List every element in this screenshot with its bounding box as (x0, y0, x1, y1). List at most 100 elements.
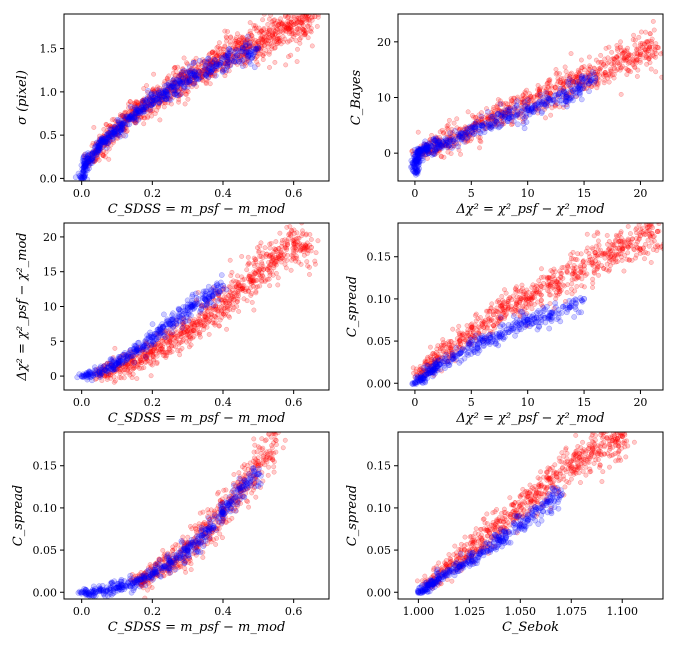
scatter-point (464, 330, 470, 336)
scatter-point (177, 72, 183, 78)
scatter-point (647, 31, 653, 37)
scatter-point (185, 82, 191, 88)
scatter-point (544, 92, 550, 98)
scatter-point (186, 344, 192, 350)
scatter-point (111, 124, 117, 130)
scatter-point (282, 237, 288, 243)
scatter-point (417, 153, 424, 160)
scatter-point (151, 88, 157, 94)
scatter-point (174, 76, 180, 82)
scatter-point (243, 52, 249, 58)
scatter-point (89, 155, 96, 162)
scatter-point (225, 64, 231, 70)
scatter-point (146, 103, 152, 109)
scatter-point (86, 159, 92, 165)
scatter-point (224, 59, 230, 65)
scatter-point (456, 131, 463, 138)
scatter-point (603, 45, 609, 51)
scatter-point (142, 115, 148, 121)
scatter-point (104, 138, 111, 145)
scatter-point (196, 68, 202, 74)
x-axis-label: C_SDSS = m_psf − m_mod (108, 411, 286, 426)
scatter-point (665, 29, 669, 33)
scatter-point (246, 49, 253, 56)
scatter-point (186, 78, 193, 85)
scatter-point (275, 282, 281, 288)
scatter-point (271, 25, 277, 31)
scatter-point (184, 76, 190, 82)
scatter-point (581, 86, 587, 92)
scatter-point (281, 23, 287, 29)
scatter-point (191, 80, 198, 87)
scatter-point (561, 283, 567, 289)
scatter-point (180, 66, 186, 72)
scatter-point (442, 141, 448, 147)
scatter-point (448, 140, 454, 146)
scatter-point (255, 45, 262, 52)
scatter-point (148, 90, 155, 97)
scatter-point (101, 136, 107, 142)
scatter-point (449, 126, 455, 132)
scatter-point (126, 113, 133, 119)
scatter-point (132, 101, 138, 107)
scatter-point (278, 28, 284, 34)
scatter-point (497, 101, 503, 107)
scatter-point (562, 96, 568, 102)
scatter-point (115, 125, 121, 132)
scatter-point (211, 56, 217, 61)
scatter-point (543, 90, 549, 96)
scatter-point (145, 90, 151, 95)
scatter-point (464, 131, 469, 137)
scatter-point (575, 75, 581, 81)
scatter-point (128, 116, 135, 122)
scatter-point (444, 123, 450, 129)
scatter-point (417, 146, 424, 153)
scatter-point (171, 87, 178, 94)
scatter-point (450, 326, 456, 332)
scatter-point (96, 147, 103, 154)
scatter-point (240, 43, 246, 48)
scatter-point (231, 38, 237, 44)
scatter-point (278, 41, 284, 47)
scatter-point (260, 52, 266, 58)
scatter-point (159, 96, 166, 103)
scatter-point (264, 34, 269, 40)
scatter-point (226, 46, 232, 53)
scatter-point (238, 49, 244, 55)
scatter-point (531, 94, 537, 100)
scatter-point (141, 365, 147, 371)
scatter-point (228, 57, 235, 64)
scatter-point (479, 116, 485, 122)
scatter-point (153, 93, 159, 99)
scatter-point (121, 114, 127, 120)
scatter-point (141, 115, 147, 121)
scatter-point (300, 228, 305, 234)
scatter-point (214, 45, 220, 51)
scatter-point (611, 242, 617, 248)
scatter-point (204, 58, 210, 64)
scatter-point (425, 150, 432, 157)
scatter-point (217, 59, 224, 66)
scatter-point (621, 57, 627, 63)
scatter-point (291, 19, 297, 25)
scatter-point (85, 155, 92, 161)
scatter-point (535, 82, 541, 88)
scatter-point (222, 44, 228, 50)
scatter-point (179, 78, 186, 85)
scatter-point (643, 53, 649, 59)
scatter-point (636, 34, 642, 40)
scatter-point (121, 120, 127, 126)
scatter-point (418, 153, 425, 160)
scatter-point (649, 44, 655, 50)
scatter-point (560, 94, 566, 100)
scatter-point (198, 72, 204, 78)
scatter-point (410, 168, 417, 174)
scatter-point (75, 170, 82, 177)
scatter-point (644, 61, 650, 67)
scatter-point (485, 117, 491, 123)
scatter-point (171, 65, 177, 71)
scatter-point (208, 69, 214, 75)
scatter-point (100, 135, 107, 142)
scatter-point (476, 128, 482, 134)
scatter-point (564, 98, 570, 104)
